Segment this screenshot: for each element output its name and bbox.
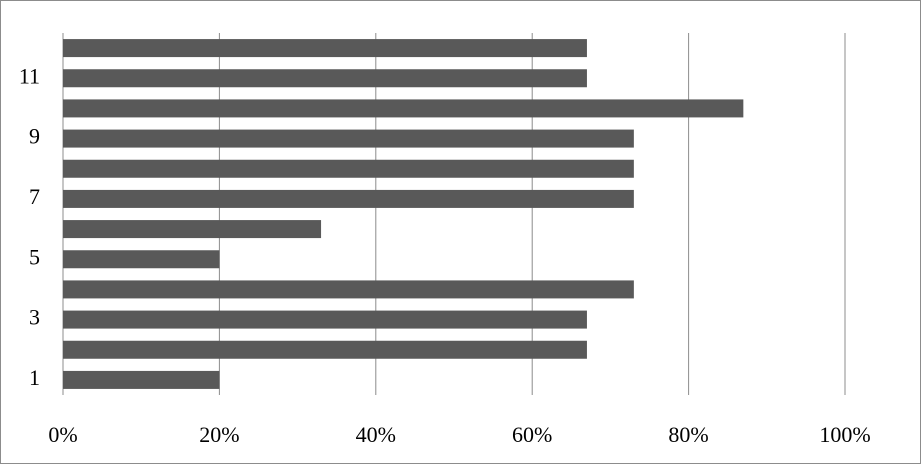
x-tick-label: 60%	[512, 422, 552, 447]
bar	[63, 340, 587, 359]
x-tick-label: 40%	[356, 422, 396, 447]
x-tick-label: 100%	[819, 422, 870, 447]
bar	[63, 189, 634, 208]
y-tick-label: 1	[29, 365, 40, 390]
bar	[63, 39, 587, 58]
bar	[63, 69, 587, 88]
x-tick-label: 80%	[668, 422, 708, 447]
y-tick-label: 11	[19, 63, 40, 88]
y-tick-label: 9	[29, 124, 40, 149]
bar	[63, 280, 634, 299]
bar	[63, 220, 322, 239]
bar	[63, 129, 634, 148]
y-tick-label: 5	[29, 244, 40, 269]
bar	[63, 250, 220, 269]
y-tick-label: 3	[29, 305, 40, 330]
y-tick-label: 7	[29, 184, 40, 209]
bar	[63, 159, 634, 178]
bar	[63, 370, 220, 389]
bar	[63, 310, 587, 329]
bar	[63, 99, 744, 118]
x-tick-label: 20%	[199, 422, 239, 447]
x-tick-label: 0%	[48, 422, 77, 447]
